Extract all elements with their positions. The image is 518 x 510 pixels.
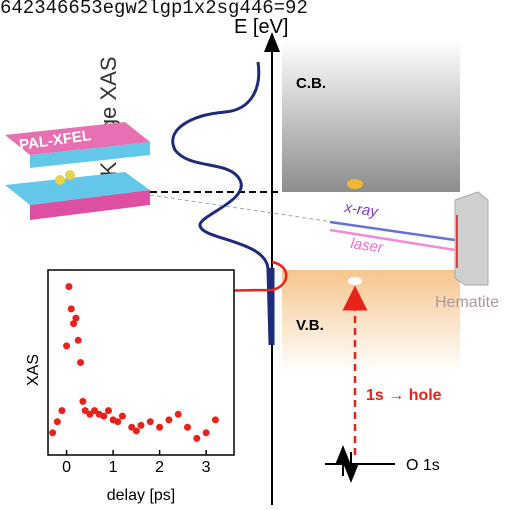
data-point: [156, 423, 164, 431]
slab: [30, 190, 150, 220]
data-point: [193, 434, 201, 442]
data-point: [104, 407, 112, 415]
energy-label: E [eV]: [234, 16, 288, 38]
laser-label: laser: [349, 235, 385, 256]
sample-block: [454, 191, 489, 286]
data-point: [58, 407, 66, 415]
data-point: [49, 429, 57, 437]
inset-xlabel: delay [ps]: [107, 487, 175, 504]
slab: [5, 122, 150, 155]
cb-label: C.B.: [296, 75, 326, 92]
data-point: [202, 429, 210, 437]
data-point: [165, 416, 173, 424]
data-point: [132, 427, 140, 435]
conduction-band: [282, 40, 460, 192]
laser-beam: [329, 228, 456, 252]
slab: [5, 172, 150, 205]
vb-label: V.B.: [296, 317, 324, 334]
data-point: [211, 416, 219, 424]
data-point: [63, 342, 71, 350]
inset-ylabel: XAS: [25, 354, 42, 386]
hole: [348, 277, 362, 285]
data-point: [67, 305, 75, 313]
header-text: 642346653egw2lgp1x2sg446=92: [0, 0, 308, 19]
inset: XAS delay [ps] 0 1 2 3: [25, 269, 235, 504]
xas-curve: [171, 61, 272, 346]
x-tick-label: 2: [155, 459, 164, 476]
valence-band: [282, 270, 460, 372]
particle: [65, 170, 75, 180]
data-point: [118, 412, 126, 420]
particle: [55, 175, 65, 185]
data-point: [72, 314, 80, 322]
core-label: O 1s: [406, 457, 440, 474]
sample-label: Hematite: [435, 294, 499, 311]
x-tick-label: 3: [202, 459, 211, 476]
data-point: [65, 283, 73, 291]
data-point: [174, 410, 182, 418]
data-point: [146, 418, 154, 426]
data-point: [77, 359, 85, 366]
data-point: [74, 336, 82, 344]
xray-path: [149, 194, 456, 241]
x-tick-label: 0: [62, 459, 71, 476]
data-point: [100, 412, 108, 420]
data-point: [184, 423, 191, 431]
data-point: [79, 397, 87, 405]
data-point: [70, 320, 78, 328]
data-point: [137, 421, 145, 429]
electron: [347, 179, 363, 189]
x-tick-label: 1: [109, 459, 118, 476]
xray-label: x-ray: [342, 199, 380, 221]
transition-label: 1s → hole: [366, 387, 442, 404]
slab: [30, 142, 150, 168]
data-point: [53, 418, 61, 426]
data-point: [114, 418, 122, 426]
xray-beam: [329, 220, 456, 242]
